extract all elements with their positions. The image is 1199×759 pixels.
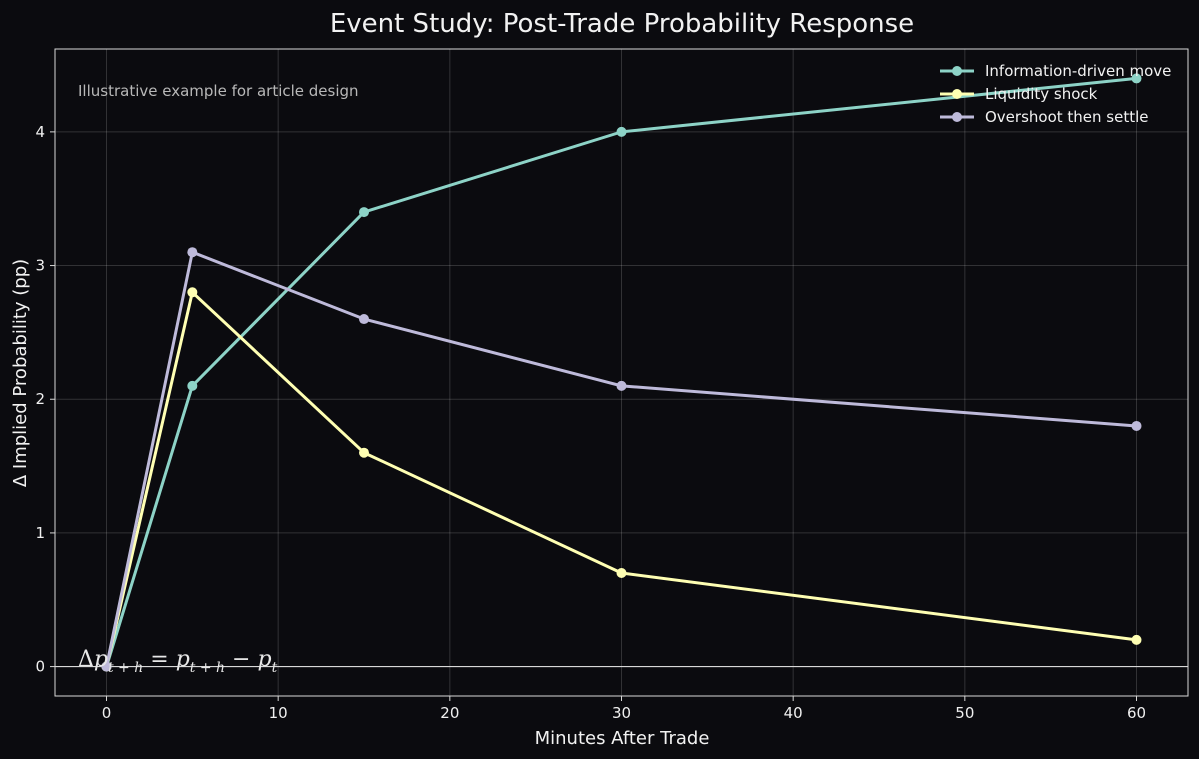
x-tick-label: 0 <box>102 704 112 722</box>
series-3-point <box>359 314 369 325</box>
legend-label: Liquidity shock <box>985 85 1098 103</box>
series-3-point <box>616 380 627 391</box>
formula-rhs1-var: p <box>176 647 190 672</box>
formula-rhs2-var: p <box>257 647 271 672</box>
legend-label: Overshoot then settle <box>985 108 1149 126</box>
series-1-point <box>359 207 369 218</box>
x-tick-label: 50 <box>955 704 974 722</box>
legend-label: Information-driven move <box>985 62 1171 80</box>
formula-minus: − <box>225 647 257 672</box>
series-3-point <box>101 661 112 672</box>
y-tick-label: 3 <box>35 257 45 275</box>
y-tick-label: 1 <box>35 524 45 542</box>
legend-swatch-marker <box>952 112 962 122</box>
y-tick-label: 2 <box>35 390 45 408</box>
legend-swatch-marker <box>952 89 962 99</box>
series-2-point <box>187 287 198 298</box>
y-axis-label: Δ Implied Probability (pp) <box>10 259 31 487</box>
legend-swatch-marker <box>952 66 962 76</box>
series-2-point <box>359 447 369 458</box>
x-tick-label: 20 <box>440 704 459 722</box>
axis-ticks: 0 10 20 30 40 50 60 0 1 2 3 4 <box>35 123 1146 722</box>
y-tick-label: 0 <box>35 658 45 676</box>
formula-rhs1-sub: t + h <box>190 660 225 676</box>
x-axis-label: Minutes After Trade <box>535 728 710 749</box>
formula-lhs-sub: t + h <box>108 660 143 676</box>
formula-rhs2-sub: t <box>272 660 278 676</box>
annotation-note: Illustrative example for article design <box>78 82 359 100</box>
series-lines <box>101 73 1142 672</box>
chart-title: Event Study: Post-Trade Probability Resp… <box>330 9 914 39</box>
formula-equals: = <box>143 647 175 672</box>
series-1-point <box>616 126 627 137</box>
formula-delta: Δ <box>78 647 94 672</box>
legend: Information-driven move Liquidity shock Ov… <box>940 62 1171 126</box>
series-1-point <box>1131 73 1142 84</box>
x-tick-label: 60 <box>1127 704 1146 722</box>
x-tick-label: 10 <box>269 704 288 722</box>
formula-lhs-var: p <box>94 647 108 672</box>
x-tick-label: 30 <box>612 704 631 722</box>
y-tick-label: 4 <box>35 123 45 141</box>
series-2-point <box>616 568 627 579</box>
formula-annotation: Δpt + h = pt + h − pt <box>78 647 278 676</box>
series-3-point <box>187 247 198 258</box>
series-2-point <box>1131 634 1142 645</box>
series-1-point <box>187 380 198 391</box>
series-3-point <box>1131 420 1142 431</box>
x-tick-label: 40 <box>784 704 803 722</box>
